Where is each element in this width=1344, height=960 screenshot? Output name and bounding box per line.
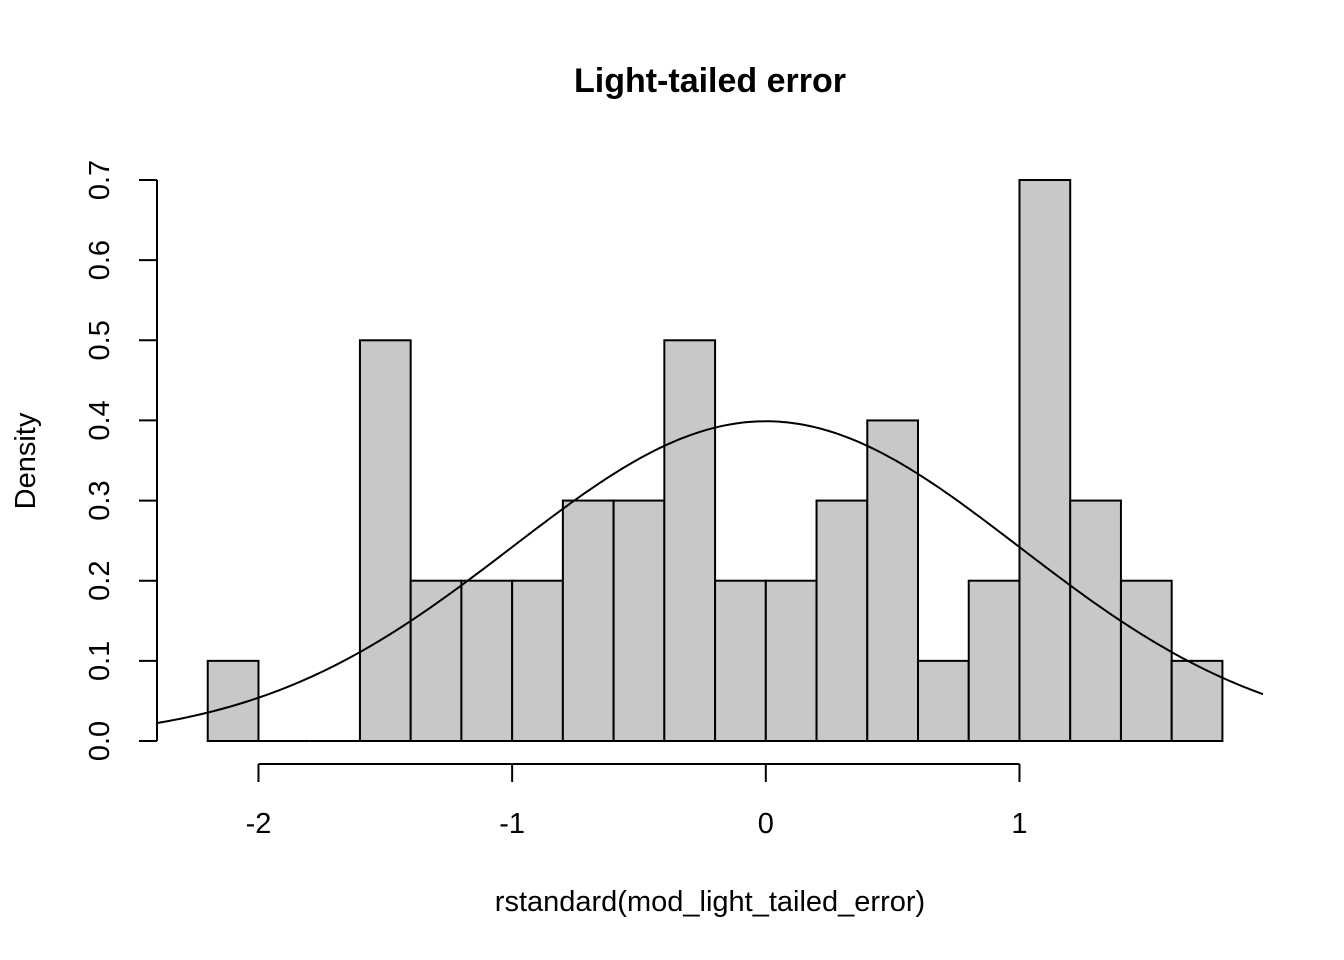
x-axis-label: rstandard(mod_light_tailed_error) — [495, 886, 925, 918]
histogram-bar — [1119, 579, 1173, 743]
y-tick-label: 0.5 — [84, 320, 116, 360]
x-tick-label: 1 — [1011, 808, 1027, 840]
y-tick-label: 0.2 — [84, 561, 116, 601]
y-tick-label: 0.7 — [84, 160, 116, 200]
histogram-bar — [1170, 659, 1224, 742]
histogram-bar — [764, 579, 818, 743]
histogram-bar — [460, 579, 514, 743]
histogram-bar — [815, 499, 869, 743]
histogram-bar — [358, 339, 412, 742]
y-tick-label: 0.6 — [84, 240, 116, 280]
histogram-bar — [866, 419, 920, 742]
histogram-bar — [409, 579, 463, 743]
y-tick-label: 0.3 — [84, 480, 116, 520]
y-tick-label: 0.1 — [84, 641, 116, 681]
histogram-bar — [1018, 179, 1072, 742]
chart-title: Light-tailed error — [574, 62, 846, 100]
bars-group — [206, 179, 1224, 743]
histogram-bar — [561, 499, 615, 743]
histogram-bar — [967, 579, 1021, 743]
histogram-bar — [917, 659, 970, 742]
y-axis-label: Density — [10, 412, 42, 509]
x-tick-label: -1 — [499, 808, 525, 840]
y-tick-label: 0.4 — [84, 400, 116, 440]
x-axis: -2 -1 0 1 — [246, 763, 1028, 840]
density-curve-group — [156, 420, 1264, 725]
y-axis: 0.0 0.1 0.2 0.3 0.4 0.5 0.6 0.7 — [84, 160, 158, 761]
histogram-bar — [714, 579, 767, 743]
histogram-bar — [612, 499, 666, 743]
normal-density-curve — [156, 420, 1264, 725]
y-tick-label: 0.0 — [84, 721, 116, 761]
histogram-bar — [1069, 499, 1122, 743]
x-tick-label: -2 — [246, 808, 272, 840]
x-tick-label: 0 — [758, 808, 774, 840]
histogram-bar — [663, 339, 717, 742]
histogram-bar — [511, 579, 564, 743]
